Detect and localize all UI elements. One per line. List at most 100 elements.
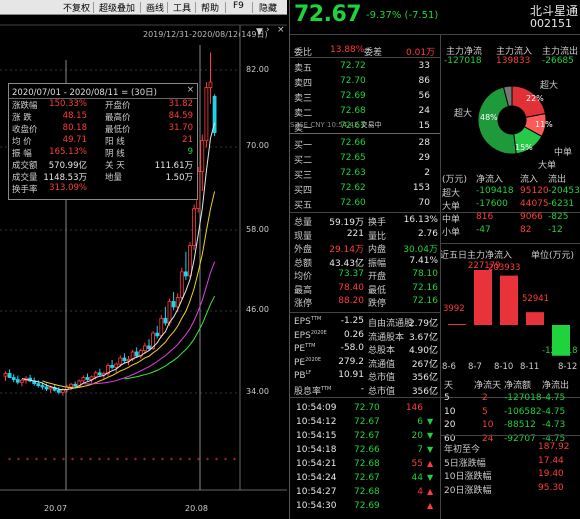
pie-label-da: 大单 (538, 161, 557, 171)
arrow-up-icon: ▲ (427, 459, 434, 468)
fin-value: 0.26 (343, 329, 364, 340)
stat-label: 量比 (368, 231, 387, 242)
pie-slice (502, 85, 513, 108)
fin-value: 356亿 (411, 386, 438, 397)
candle-body (19, 379, 24, 383)
stat-label: 内盘 (368, 245, 387, 255)
arrow-up-icon: ▲ (427, 501, 434, 510)
signal-mark: * (233, 457, 236, 464)
bid-level-label: 买四 (294, 186, 313, 196)
flow-table-value: -825 (548, 212, 569, 222)
signal-mark: * (53, 457, 56, 464)
stat-value: 21 (182, 135, 193, 145)
five-day-bar (526, 312, 544, 325)
signal-mark: * (161, 457, 164, 464)
flow-table-value: -109418 (476, 186, 514, 196)
fin-label: 流通股本 (368, 332, 405, 343)
candle-body (106, 365, 110, 374)
five-day-bar (474, 270, 492, 325)
candle-body (7, 373, 12, 378)
menu-tools[interactable]: 工具 (173, 4, 192, 14)
flow-table-value: -17600 (476, 199, 508, 209)
days-value: 10 (482, 420, 494, 430)
stat-label: 成交量 (12, 173, 38, 183)
candle-body (3, 373, 8, 377)
stat-label: 现量 (294, 231, 313, 242)
stat-value: 88.20 (338, 296, 364, 306)
stat-value: 59.19万 (329, 218, 364, 228)
interval-stat-header: 2020/07/01 - 2020/08/11 = (30日) × (9, 84, 197, 99)
days-value: 10 (444, 406, 456, 417)
signal-mark: * (35, 457, 38, 464)
candle-body (142, 345, 147, 352)
signal-mark: * (116, 457, 119, 464)
last-price: 72.67 (294, 2, 362, 27)
flow-table-value: 82 (520, 225, 532, 235)
candle-body (208, 81, 213, 88)
fin-value: -1.25 (340, 316, 364, 326)
menu-draw-line[interactable]: 画线 (146, 4, 165, 14)
bid-level-price: 72.66 (340, 138, 366, 148)
arrow-down-icon: ▼ (427, 445, 434, 454)
candle-body (40, 385, 45, 388)
kline-chart-panel[interactable]: 不复权 超级叠加 画线 工具 帮助 F9 隐藏 2019/12/31-2020/… (0, 0, 287, 519)
fin-label: 总市值 (368, 386, 396, 397)
tick-volume: 55 (411, 459, 423, 469)
tick-price: 72.66 (354, 445, 380, 455)
signal-mark: * (170, 457, 173, 464)
flow-table-value: 95120 (520, 186, 549, 196)
candle-body (151, 332, 156, 349)
stat-value: 30.04万 (403, 245, 438, 255)
close-icon[interactable]: × (277, 25, 285, 35)
candle-body (171, 301, 176, 308)
five-day-value: 227179 (468, 261, 500, 271)
stat-label: 地量 (105, 173, 123, 183)
interval-stat-box: 2020/07/01 - 2020/08/11 = (30日) × 涨跌幅 150… (8, 83, 198, 200)
fin-value: 3.67亿 (408, 332, 438, 343)
stat-label: 跌停 (368, 299, 387, 309)
menu-help[interactable]: 帮助 (201, 4, 220, 14)
menu-hide[interactable]: 隐藏 (259, 4, 278, 14)
menu-no-adjust[interactable]: 不复权 (63, 4, 91, 14)
flow-value: -127018 (444, 56, 482, 66)
stat-value: 31.70 (168, 123, 193, 133)
close-icon[interactable]: × (186, 85, 194, 95)
ma-line (21, 122, 216, 391)
pie-label-zhong: 中单 (554, 148, 573, 158)
stat-label: 最高价 (105, 113, 131, 123)
menu-super-overlay[interactable]: 超级叠加 (99, 4, 136, 14)
stat-label: 涨跌幅 (12, 101, 38, 111)
fin-value: 10.91 (338, 370, 364, 380)
menu-f9[interactable]: F9 (233, 1, 244, 11)
candle-body (118, 357, 123, 365)
stock-name: 北斗星通 (530, 4, 579, 18)
flow-table-value: -6231 (548, 199, 575, 209)
stat-value: 31.82 (168, 99, 193, 109)
stock-code: 002151 (530, 17, 572, 30)
stat-label: 最低 (368, 285, 387, 296)
stat-label: 振 幅 (12, 149, 32, 159)
stat-value: 84.59 (168, 111, 193, 121)
fin-label: 自由流通股 (368, 319, 414, 329)
candle-body (97, 372, 102, 376)
chevron-right-icon[interactable]: › (266, 25, 270, 35)
days-value: 20 (444, 420, 456, 430)
signal-mark: * (8, 457, 11, 464)
candle-body (114, 363, 119, 368)
dropdown-arrow-icon[interactable]: ▼ (256, 27, 263, 37)
fin-value: 356亿 (411, 373, 438, 383)
fin-label: 总市值 (368, 373, 396, 383)
fin-value: 2.79亿 (408, 319, 438, 329)
fin-value: 279.2 (338, 356, 364, 367)
pie-pct-chaoda: 22% (526, 94, 544, 103)
arrow-down-icon: ▼ (427, 431, 434, 440)
days-value: -4.75 (542, 406, 566, 417)
quote-panel: 72.67 -9.37% (-7.51) 北斗星通 002151 委比 13.8… (289, 0, 580, 519)
stat-value: 78.10 (412, 269, 438, 279)
flow-table-label: 超大 (442, 189, 461, 199)
perf-value: 19.40 (538, 469, 564, 479)
weibi-value: 13.88% (330, 45, 365, 55)
days-value: -4.73 (542, 420, 566, 430)
candle-body (126, 358, 131, 362)
flow-table-header: 流出 (548, 175, 567, 185)
